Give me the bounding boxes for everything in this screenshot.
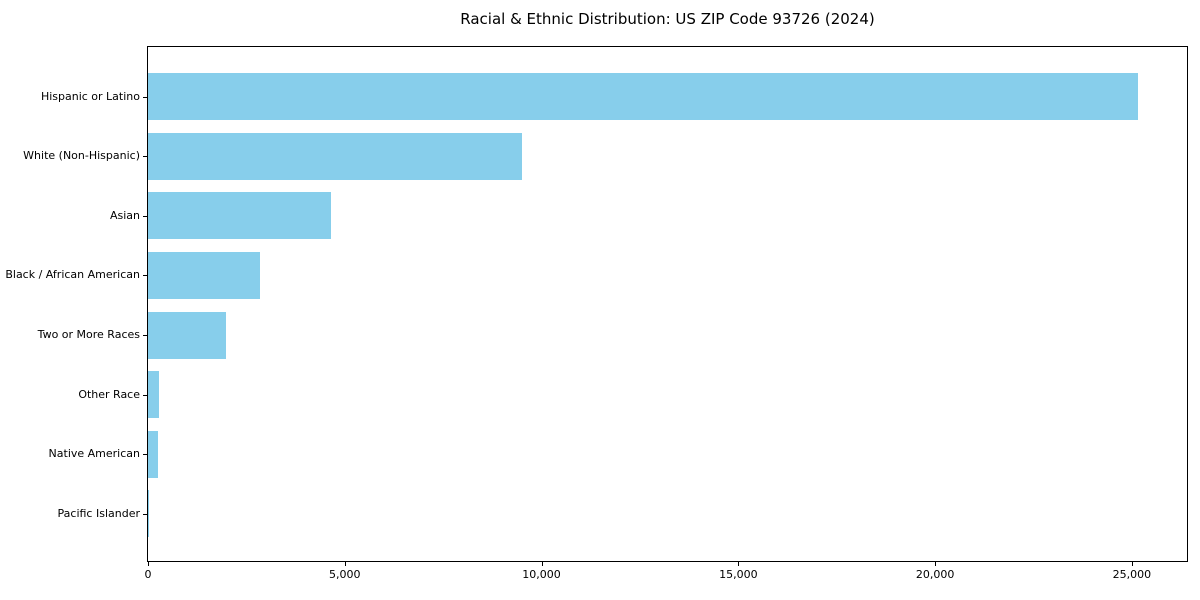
bar (148, 490, 150, 538)
bar (148, 311, 226, 359)
y-axis-labels: Hispanic or Latino White (Non-Hispanic) As… (0, 47, 140, 561)
bar (148, 132, 522, 180)
x-tick (935, 562, 937, 566)
x-tick (738, 562, 740, 566)
x-tick-label: 25,000 (1112, 568, 1152, 581)
x-tick-label: 10,000 (522, 568, 561, 581)
x-tick-label: 15,000 (719, 568, 758, 581)
y-tick-label: Other Race (78, 387, 140, 401)
plot-area: 0 5,000 10,000 15,000 20,000 25,000 (143, 46, 1188, 581)
y-tick-label: Native American (48, 447, 140, 461)
bar (148, 371, 160, 419)
x-tick (541, 562, 543, 566)
x-tick (1131, 562, 1133, 566)
y-tick (143, 156, 147, 158)
y-tick (143, 454, 147, 456)
chart-title: Racial & Ethnic Distribution: US ZIP Cod… (460, 10, 875, 28)
x-tick (148, 562, 149, 566)
x-tick-label: 5,000 (329, 568, 361, 581)
x-tick (344, 562, 346, 566)
y-tick-label: Hispanic or Latino (40, 89, 140, 103)
y-tick-label: Black / African American (5, 268, 140, 282)
y-tick (143, 513, 147, 515)
bar (148, 430, 158, 478)
y-tick-label: White (Non-Hispanic) (23, 149, 140, 163)
y-tick (143, 96, 147, 98)
y-tick (143, 394, 147, 396)
bar (148, 73, 1138, 120)
y-tick-label: Pacific Islander (57, 506, 140, 520)
y-tick (143, 215, 147, 217)
y-tick (143, 335, 147, 337)
y-tick-label: Asian (109, 208, 140, 222)
y-tick-label: Two or More Races (37, 328, 140, 342)
bar (148, 251, 261, 299)
y-tick (143, 275, 147, 277)
bar (148, 192, 331, 240)
x-tick-label: 20,000 (915, 568, 955, 581)
x-tick-label: 0 (144, 568, 152, 581)
